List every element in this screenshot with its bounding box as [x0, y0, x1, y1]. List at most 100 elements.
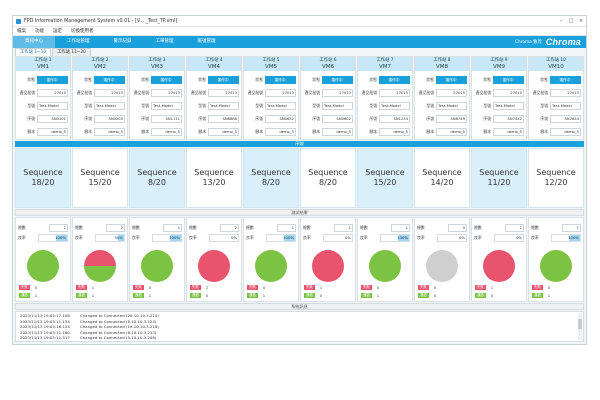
- script-row: 腳本 demo_5: [244, 128, 298, 136]
- pass-count: 1: [376, 292, 380, 298]
- serial-label: 序號: [84, 116, 92, 121]
- station-card[interactable]: 工作站 5 VM5 狀態 運作中 產品批號 27013 型號 Test-Model 序…: [243, 56, 299, 140]
- station-name: 工作站 1: [34, 58, 52, 63]
- serial-row: 序號 SN8749: [415, 115, 469, 123]
- menu-settings[interactable]: 設定: [53, 29, 62, 34]
- sequence-card: Sequence 15/20: [357, 148, 413, 208]
- tab-stations-1-10[interactable]: 工作站 1~10: [15, 48, 52, 56]
- product-value: 27013: [265, 89, 296, 97]
- yield-bar-fill: [568, 234, 580, 241]
- script-label: 腳本: [540, 129, 548, 134]
- status-badge: 運作中: [379, 76, 410, 84]
- pass-tag: 通過: [247, 292, 258, 298]
- sequence-card: Sequence 11/20: [471, 148, 527, 208]
- sequence-progress: 18/20: [31, 178, 55, 187]
- station-card[interactable]: 工作站 6 VM6 狀態 運作中 產品批號 27013 型號 Test-Model 序…: [300, 56, 356, 140]
- script-value: demo_5: [550, 128, 581, 136]
- fail-count: 0: [433, 284, 437, 290]
- nav-alert-records[interactable]: 警示記錄: [113, 39, 132, 44]
- nav-accounts[interactable]: 帳號管理: [197, 39, 216, 44]
- tab-stations-11-20[interactable]: 工作站 11~20: [52, 48, 91, 56]
- status-label: 狀態: [540, 77, 548, 82]
- product-label: 產品批號: [532, 90, 548, 95]
- station-card[interactable]: 工作站 1 VM1 狀態 運作中 產品批號 27015 型號 Test-Model 序…: [15, 56, 71, 140]
- log-line: 2023/11/13 19:05:17.108 Changed to Connec…: [20, 313, 579, 319]
- menu-function[interactable]: 功能: [35, 29, 44, 34]
- sequence-card: Sequence 13/20: [186, 148, 242, 208]
- yield-value: 100%: [169, 234, 180, 240]
- log-scroll-thumb[interactable]: [578, 319, 582, 329]
- station-card[interactable]: 工作站 2 VM2 狀態 運作中 產品批號 27013 型號 Test-Model 序…: [72, 56, 128, 140]
- result-card: 總數 0 良率 0% 失敗 0 通過 0: [414, 217, 470, 302]
- model-value: Test-Model: [37, 102, 68, 110]
- count-label: 總數: [18, 224, 26, 230]
- yield-row: 良率 0%: [187, 233, 241, 242]
- model-row: 型號 Test-Model: [130, 102, 184, 110]
- yield-row: 良率 100%: [130, 233, 184, 242]
- count-label: 總數: [417, 224, 425, 230]
- fail-count: 0: [262, 284, 266, 290]
- sequence-label: Sequence: [308, 168, 348, 177]
- script-label: 腳本: [483, 129, 491, 134]
- log-message: Changed to Connected (6-10.10.3.213): [80, 329, 157, 335]
- count-value: 1: [49, 223, 68, 232]
- sequence-progress: 8/20: [262, 178, 280, 187]
- sequence-label: Sequence: [23, 168, 63, 177]
- station-name: 工作站 6: [319, 58, 337, 63]
- station-card[interactable]: 工作站 4 VM4 狀態 運作中 產品批號 27013 型號 Test-Model 序…: [186, 56, 242, 140]
- yield-label: 良率: [531, 234, 539, 240]
- product-label: 產品批號: [361, 90, 377, 95]
- product-value: 27013: [322, 89, 353, 97]
- station-card[interactable]: 工作站 9 VM9 狀態 運作中 產品批號 27015 型號 Test-Model 序…: [471, 56, 527, 140]
- serial-row: 序號 SN0632: [244, 115, 298, 123]
- station-tabs: 工作站 1~10 工作站 11~20: [13, 48, 586, 56]
- serial-label: 序號: [369, 116, 377, 121]
- yield-row: 良率 100%: [358, 233, 412, 242]
- result-card: 總數 1 良率 100% 失敗 0 通過 1: [129, 217, 185, 302]
- product-label: 產品批號: [133, 90, 149, 95]
- yield-value: 50%: [114, 234, 123, 240]
- status-label: 狀態: [84, 77, 92, 82]
- fail-tag: 失敗: [532, 284, 543, 290]
- pass-tag: 通過: [532, 292, 543, 298]
- count-row: 總數 1: [16, 223, 70, 232]
- menu-file[interactable]: 檔案: [17, 29, 26, 34]
- model-value: Test-Model: [379, 102, 410, 110]
- station-vm: VM4: [207, 64, 220, 70]
- fail-tag: 失敗: [247, 284, 258, 290]
- close-button[interactable]: ×: [578, 18, 584, 24]
- station-vm: VM6: [321, 64, 334, 70]
- serial-value: SN8749: [436, 115, 467, 123]
- station-card[interactable]: 工作站 7 VM7 狀態 運作中 產品批號 27015 型號 Test-Model 序…: [357, 56, 413, 140]
- yield-bar: 100%: [266, 233, 296, 242]
- count-row: 總數 1: [244, 223, 298, 232]
- count-label: 總數: [303, 224, 311, 230]
- log-scrollbar[interactable]: [578, 313, 582, 340]
- product-row: 產品批號 27013: [73, 89, 127, 97]
- result-pie: [540, 250, 572, 282]
- nav-info-center[interactable]: 資訊中心: [13, 36, 55, 48]
- nav-station-management[interactable]: 工作站管理: [67, 39, 90, 44]
- sequence-card: Sequence 8/20: [129, 148, 185, 208]
- station-card[interactable]: 工作站 10 VM10 狀態 運作中 產品批號 27013 型號 Test-Model…: [528, 56, 584, 140]
- station-card[interactable]: 工作站 8 VM8 狀態 運作中 產品批號 27015 型號 Test-Model 序…: [414, 56, 470, 140]
- system-log[interactable]: 2023/11/13 19:05:17.108 Changed to Connec…: [15, 311, 584, 342]
- station-name: 工作站 5: [262, 58, 280, 63]
- result-pie: [198, 250, 230, 282]
- serial-row: 序號 SN7412: [472, 115, 526, 123]
- pass-count: 1: [34, 292, 38, 298]
- serial-row: 序號 SN7854: [529, 115, 583, 123]
- product-label: 產品批號: [304, 90, 320, 95]
- station-header: 工作站 3 VM3: [130, 57, 184, 71]
- nav-work-orders[interactable]: 工單管理: [155, 39, 174, 44]
- count-label: 總數: [474, 224, 482, 230]
- model-value: Test-Model: [265, 102, 296, 110]
- log-timestamp: 2023/11/13 19:05:11.517: [20, 335, 70, 340]
- station-card[interactable]: 工作站 3 VM3 狀態 運作中 產品批號 27013 型號 Test-Model 序…: [129, 56, 185, 140]
- model-label: 型號: [27, 103, 35, 108]
- fail-count: 0: [34, 284, 38, 290]
- menu-switch-user[interactable]: 切換使用者: [71, 29, 94, 34]
- model-value: Test-Model: [493, 102, 524, 110]
- maximize-button[interactable]: □: [568, 18, 574, 24]
- minimize-button[interactable]: –: [559, 18, 563, 24]
